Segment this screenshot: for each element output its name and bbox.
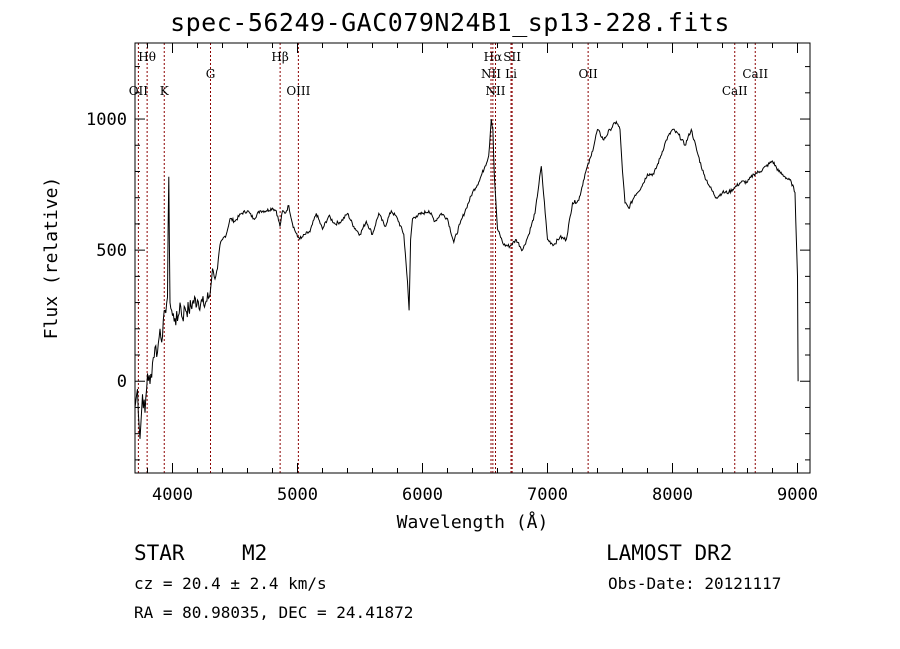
obs-date-text: Obs-Date: 20121117 [608,574,782,593]
x-tick-label-3: 7000 [527,485,568,505]
y-tick-label-1: 500 [96,241,127,261]
x-tick-label-1: 5000 [277,485,318,505]
line-label-2: K [160,84,170,98]
line-label-3: G [206,67,216,81]
coordinates-text: RA = 80.98035, DEC = 24.41872 [134,603,414,622]
y-axis-label: Flux (relative) [41,177,62,340]
axis-ticks: 4000 5000 6000 7000 8000 9000 0 500 1000 [86,43,818,505]
line-label-11: OII [578,67,598,81]
x-tick-label-0: 4000 [152,485,193,505]
redshift-text: cz = 20.4 ± 2.4 km/s [134,574,327,593]
spectrum-line [134,118,799,439]
line-label-10: NII [486,84,506,98]
line-label-7: SII [503,50,521,64]
y-tick-label-0: 0 [117,372,127,392]
object-class: STAR [134,541,185,565]
x-tick-label-5: 9000 [777,485,818,505]
line-label-9: Li [505,67,517,81]
line-label-12: CaII [742,67,768,81]
x-tick-label-4: 8000 [652,485,693,505]
y-tick-label-2: 1000 [86,110,127,130]
line-label-0: Hθ [138,50,156,64]
line-label-13: CaII [722,84,748,98]
line-label-1: OII [129,84,149,98]
chart-title: spec-56249-GAC079N24B1_sp13-228.fits [170,8,730,37]
object-subclass: M2 [242,541,268,565]
line-label-4: Hβ [271,50,288,64]
x-axis-label: Wavelength (Å) [397,511,549,533]
line-label-6: Hα [484,50,503,64]
plot-frame [134,42,811,474]
survey-name: LAMOST DR2 [606,541,733,565]
line-label-8: NII [481,67,501,81]
line-label-5: OIII [286,84,310,98]
x-tick-label-2: 6000 [402,485,443,505]
